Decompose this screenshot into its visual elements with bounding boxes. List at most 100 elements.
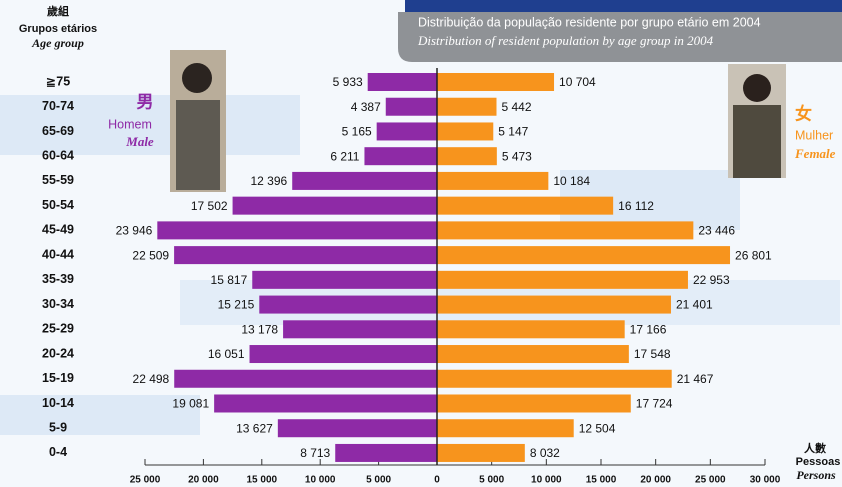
x-tick-label: 5 000 <box>366 475 391 486</box>
y-tick-label: 60-64 <box>42 148 74 162</box>
x-label: Persons <box>796 468 836 482</box>
value-label: 15 215 <box>218 298 255 312</box>
value-label: 8 713 <box>300 446 330 460</box>
bar <box>437 270 688 289</box>
legend-label: Male <box>125 134 154 149</box>
y-label: Grupos etários <box>19 23 97 35</box>
value-label: 6 211 <box>330 149 359 163</box>
bar <box>259 295 437 314</box>
x-tick-label: 0 <box>434 475 440 486</box>
bar <box>437 122 494 141</box>
value-label: 5 933 <box>333 75 363 89</box>
x-tick-label: 25 000 <box>695 475 726 486</box>
y-tick-label: 70-74 <box>42 99 74 113</box>
bar <box>437 320 625 339</box>
y-tick-label: 65-69 <box>42 124 74 138</box>
bar <box>249 345 437 364</box>
value-label: 5 165 <box>342 125 372 139</box>
y-tick-label: 0-4 <box>49 445 67 459</box>
legend-label: Mulher <box>795 128 833 142</box>
value-label: 5 442 <box>501 100 531 114</box>
value-label: 19 081 <box>172 397 209 411</box>
x-label: Pessoas <box>796 456 841 468</box>
value-label: 16 051 <box>208 347 245 361</box>
bar <box>437 73 555 91</box>
band <box>0 95 300 155</box>
value-label: 15 817 <box>211 273 248 287</box>
bar <box>437 221 694 240</box>
value-label: 21 401 <box>676 298 713 312</box>
bar <box>376 122 437 141</box>
y-tick-label: 45-49 <box>42 223 74 237</box>
value-label: 22 953 <box>693 273 730 287</box>
x-tick-label: 20 000 <box>188 475 219 486</box>
x-tick-label: 10 000 <box>305 475 336 486</box>
bar <box>214 394 437 413</box>
photo-female <box>728 64 786 178</box>
value-label: 12 504 <box>579 421 616 435</box>
x-tick-label: 30 000 <box>750 475 781 486</box>
value-label: 17 724 <box>636 397 673 411</box>
bar <box>367 73 437 91</box>
value-label: 10 704 <box>559 75 596 89</box>
photo-male <box>170 50 226 192</box>
bar <box>252 270 437 289</box>
bar <box>174 369 437 388</box>
bar <box>174 246 437 265</box>
subtitle-box <box>398 12 842 62</box>
y-tick-label: 40-44 <box>42 247 74 261</box>
value-label: 16 112 <box>618 199 654 213</box>
x-label: 人數 <box>804 441 826 455</box>
value-label: 22 509 <box>132 248 169 262</box>
value-label: 13 627 <box>236 421 273 435</box>
bar <box>292 171 437 190</box>
bar <box>437 443 525 462</box>
bar <box>437 196 614 215</box>
bar <box>385 97 437 116</box>
value-label: 17 548 <box>634 347 671 361</box>
title-banner <box>405 0 842 12</box>
bar <box>437 345 629 364</box>
x-tick-label: 15 000 <box>586 475 617 486</box>
legend-label: 女 <box>795 103 812 123</box>
bar <box>157 221 437 240</box>
bar <box>437 369 672 388</box>
y-tick-label: 10-14 <box>42 396 74 410</box>
y-tick-label: 25-29 <box>42 322 74 336</box>
bar <box>335 443 437 462</box>
bar <box>437 295 671 314</box>
legend-label: Homem <box>108 117 152 131</box>
value-label: 22 498 <box>133 372 170 386</box>
bar <box>364 147 437 166</box>
value-label: 26 801 <box>735 248 772 262</box>
value-label: 21 467 <box>677 372 714 386</box>
bar <box>437 171 549 190</box>
y-tick-label: 20-24 <box>42 346 74 360</box>
subtitle: Distribuição da população residente por … <box>418 15 761 29</box>
value-label: 5 147 <box>498 125 528 139</box>
legend-label: 男 <box>137 92 154 111</box>
value-label: 4 387 <box>351 100 381 114</box>
value-label: 13 178 <box>241 322 278 336</box>
y-tick-label: 5-9 <box>49 421 67 435</box>
bar <box>437 394 631 413</box>
value-label: 17 166 <box>630 322 667 336</box>
bar <box>283 320 437 339</box>
x-tick-label: 20 000 <box>640 475 671 486</box>
y-tick-label: 55-59 <box>42 173 74 187</box>
bar <box>277 419 437 438</box>
value-label: 12 396 <box>251 174 288 188</box>
band <box>0 395 200 435</box>
y-tick-label: 15-19 <box>42 371 74 385</box>
y-tick-label: ≧75 <box>46 74 70 88</box>
y-label: 歲組 <box>47 4 69 18</box>
y-tick-label: 50-54 <box>42 198 74 212</box>
x-tick-label: 15 000 <box>247 475 278 486</box>
subtitle-en: Distribution of resident population by a… <box>417 33 714 48</box>
y-tick-label: 35-39 <box>42 272 74 286</box>
value-label: 17 502 <box>191 199 228 213</box>
bar <box>437 97 497 116</box>
x-tick-label: 10 000 <box>531 475 562 486</box>
bar <box>437 419 574 438</box>
